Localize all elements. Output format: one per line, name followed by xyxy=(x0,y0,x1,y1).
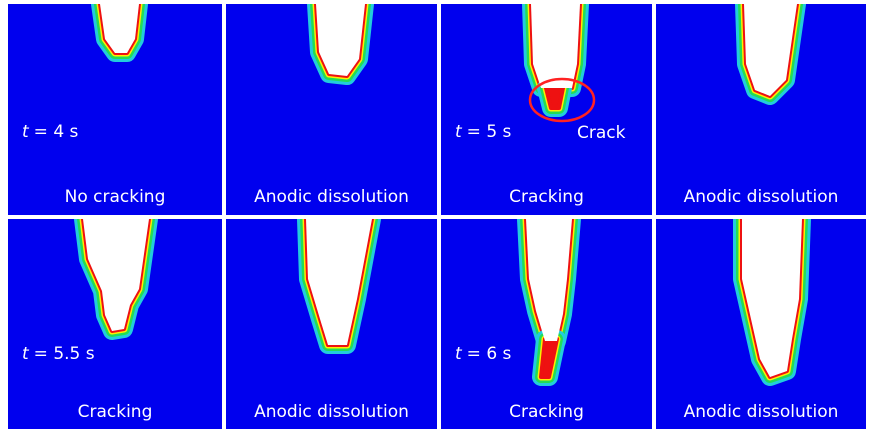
front-core xyxy=(526,219,572,341)
caption: Anodic dissolution xyxy=(684,187,839,207)
panel: Anodic dissolution xyxy=(226,219,437,429)
panel: Anodic dissolution xyxy=(656,219,866,429)
caption: Anodic dissolution xyxy=(254,402,409,422)
time-variable: t xyxy=(455,344,463,364)
front xyxy=(91,4,148,62)
front-core xyxy=(531,4,580,88)
caption: Cracking xyxy=(78,402,153,422)
time-label: t = 6 s xyxy=(455,344,512,364)
front-core xyxy=(316,4,365,76)
front-core xyxy=(83,219,149,331)
time-value: = 6 s xyxy=(467,344,512,364)
caption: Anodic dissolution xyxy=(684,402,839,422)
time-label: t = 4 s xyxy=(22,122,79,142)
front-core xyxy=(744,4,797,96)
time-label: t = 5 s xyxy=(455,122,512,142)
caption: Cracking xyxy=(509,402,584,422)
caption: Anodic dissolution xyxy=(254,187,409,207)
panel: t = 5 s Cracking Crack xyxy=(441,4,652,215)
front xyxy=(733,219,811,386)
front xyxy=(307,4,374,85)
time-variable: t xyxy=(455,122,463,142)
front xyxy=(517,219,581,386)
time-label: t = 5.5 s xyxy=(22,344,95,364)
panel: t = 4 s No cracking xyxy=(8,4,222,215)
time-value: = 5.5 s xyxy=(34,344,95,364)
front xyxy=(74,219,158,340)
time-value: = 4 s xyxy=(34,122,79,142)
panel: Anodic dissolution xyxy=(656,4,866,215)
front-layer xyxy=(544,86,565,110)
front-core xyxy=(306,219,372,345)
crack-marker xyxy=(528,77,596,123)
time-variable: t xyxy=(22,344,30,364)
panel: t = 5.5 s Cracking xyxy=(8,219,222,429)
time-variable: t xyxy=(22,122,30,142)
front xyxy=(522,4,589,117)
caption: Cracking xyxy=(509,187,584,207)
annotation: Crack xyxy=(577,123,626,143)
front xyxy=(735,4,806,105)
front-core xyxy=(100,4,139,53)
panel: t = 6 s Cracking xyxy=(441,219,652,429)
panel: Anodic dissolution xyxy=(226,4,437,215)
caption: No cracking xyxy=(65,187,166,207)
time-value: = 5 s xyxy=(467,122,512,142)
front xyxy=(297,219,381,354)
front-core xyxy=(742,219,802,377)
